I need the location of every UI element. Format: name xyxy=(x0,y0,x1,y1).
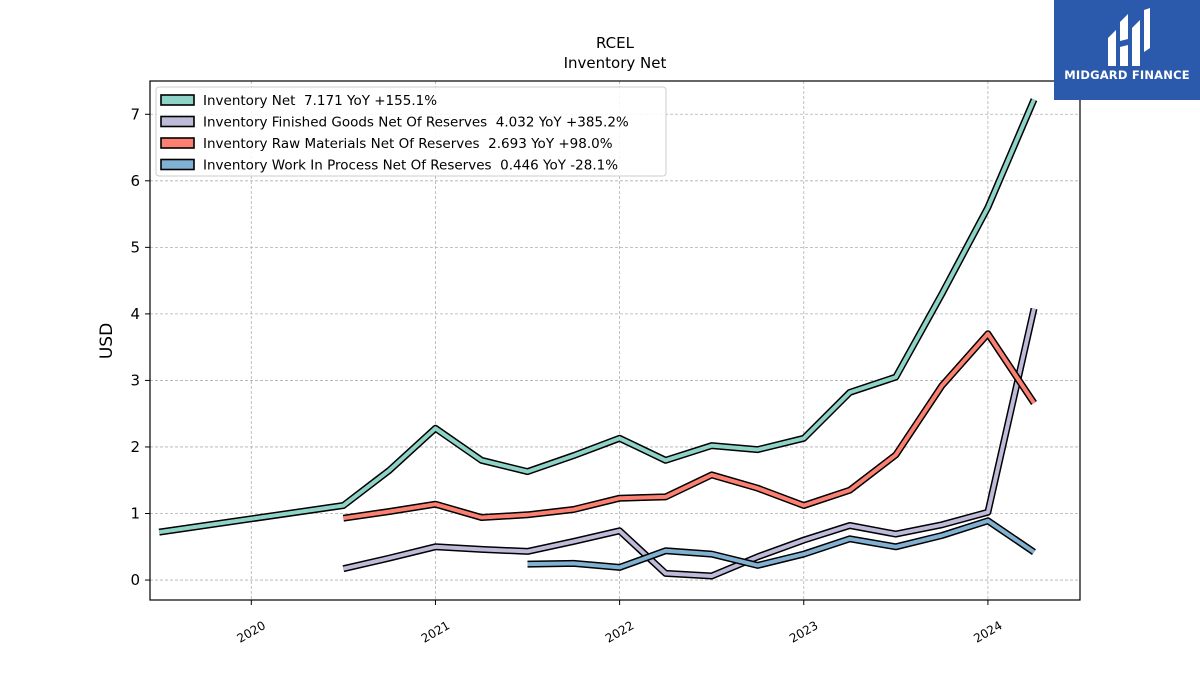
x-tick-label: 2021 xyxy=(419,618,452,645)
chart-title: RCEL xyxy=(596,34,635,52)
series-line-3 xyxy=(527,518,1036,570)
y-tick-label: 6 xyxy=(130,172,140,190)
y-axis-label: USD xyxy=(97,323,117,359)
y-tick-label: 2 xyxy=(130,438,140,456)
legend-entry-1: Inventory Finished Goods Net Of Reserves… xyxy=(203,115,629,131)
brand-name: MIDGARD FINANCE xyxy=(1064,68,1190,82)
series-line-0 xyxy=(158,98,1036,535)
legend-swatch-2 xyxy=(160,137,195,149)
legend-entry-2: Inventory Raw Materials Net Of Reserves … xyxy=(203,136,613,152)
legend: Inventory Net 7.171 YoY +155.1% Inventory… xyxy=(155,86,667,177)
series-line-outline-2 xyxy=(342,330,1037,522)
series-line-2 xyxy=(343,331,1036,521)
legend-swatch-1 xyxy=(160,115,195,128)
y-tick-label: 1 xyxy=(130,505,140,523)
legend-entry-0: Inventory Net 7.171 YoY +155.1% xyxy=(203,93,437,109)
x-tick-label: 2022 xyxy=(603,618,636,645)
y-tick-label: 0 xyxy=(130,571,140,589)
x-tick-label: 2020 xyxy=(235,618,268,645)
x-tick-label: 2023 xyxy=(787,618,820,645)
legend-swatch-3 xyxy=(160,158,195,171)
midgard-logo-icon xyxy=(1108,8,1150,66)
y-tick-label: 5 xyxy=(130,238,140,256)
series-line-1 xyxy=(342,308,1036,578)
brand-logo: MIDGARD FINANCE xyxy=(1054,0,1200,100)
legend-entry-3: Inventory Work In Process Net Of Reserve… xyxy=(203,158,618,174)
legend-swatch-0 xyxy=(160,94,195,106)
y-tick-label: 7 xyxy=(130,105,140,123)
plot-frame xyxy=(149,80,1081,601)
series-layer xyxy=(158,98,1038,580)
y-tick-label: 4 xyxy=(130,305,140,323)
x-tick-label: 2024 xyxy=(971,618,1004,645)
chart-subtitle: Inventory Net xyxy=(564,54,667,72)
legend-box xyxy=(155,86,667,177)
y-tick-label: 3 xyxy=(130,371,140,389)
